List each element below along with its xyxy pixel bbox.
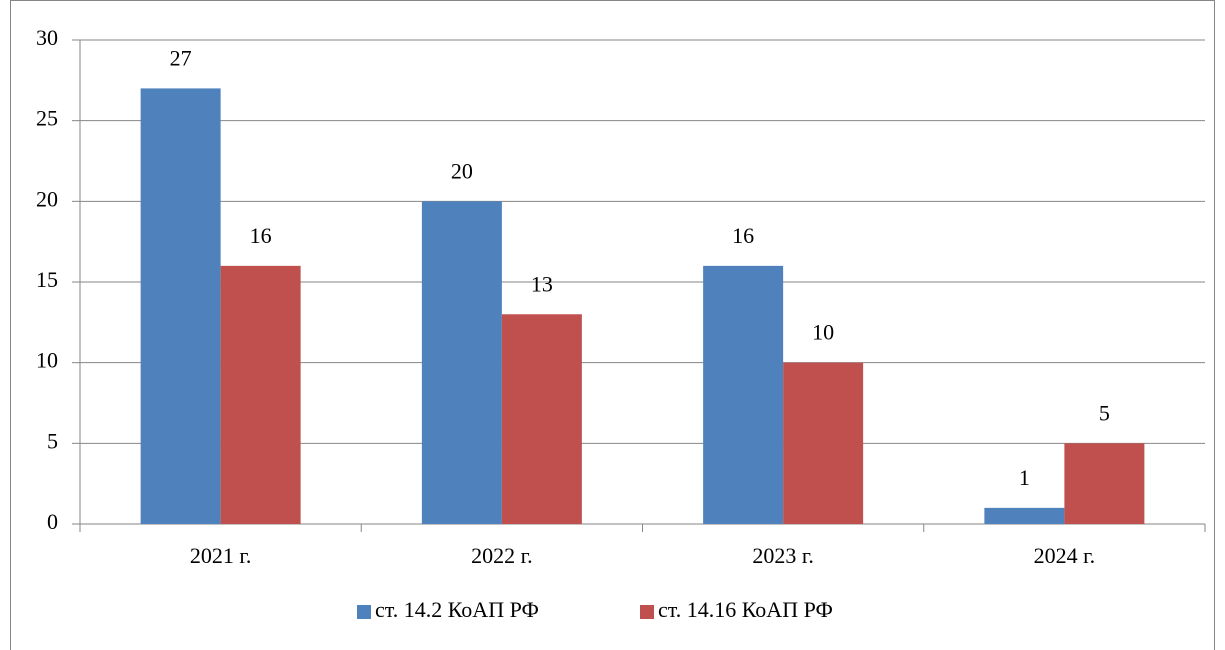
bar (140, 88, 221, 525)
data-label: 16 (250, 223, 272, 248)
y-tick-label: 15 (36, 267, 58, 292)
bar (220, 265, 301, 524)
bar (1064, 443, 1145, 524)
bar (783, 362, 864, 524)
y-tick-label: 5 (47, 428, 58, 453)
data-label: 13 (531, 271, 553, 296)
data-label: 1 (1019, 465, 1030, 490)
bar (501, 314, 582, 524)
legend-swatch (357, 605, 371, 619)
y-tick-label: 25 (36, 106, 58, 131)
data-label: 5 (1099, 400, 1110, 425)
x-tick-label: 2021 г. (190, 543, 252, 568)
y-tick-label: 0 (47, 509, 58, 534)
bar (984, 507, 1065, 524)
legend-label: ст. 14.16 КоАП РФ (658, 597, 833, 622)
bar (421, 201, 502, 525)
data-label: 27 (170, 45, 192, 70)
x-tick-label: 2023 г. (752, 543, 814, 568)
y-tick-label: 30 (36, 25, 58, 50)
y-tick-label: 20 (36, 186, 58, 211)
bar (703, 265, 784, 524)
data-label: 20 (451, 158, 473, 183)
legend-swatch (640, 605, 654, 619)
data-label: 10 (812, 320, 834, 345)
x-tick-label: 2022 г. (471, 543, 533, 568)
x-tick-label: 2024 г. (1034, 543, 1096, 568)
chart-frame (10, 0, 1215, 650)
y-tick-label: 10 (36, 348, 58, 373)
data-label: 16 (732, 223, 754, 248)
legend-label: ст. 14.2 КоАП РФ (375, 597, 539, 622)
